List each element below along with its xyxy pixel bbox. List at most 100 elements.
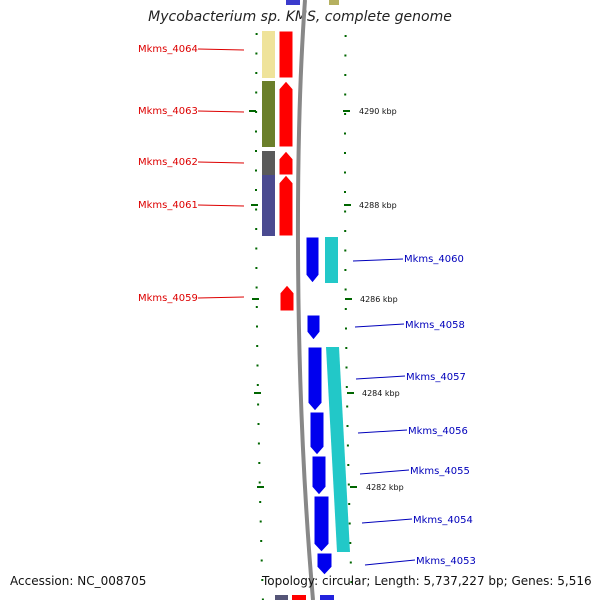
guide-dot — [349, 542, 352, 544]
forward-gene-label[interactable]: Mkms_4063 — [138, 106, 198, 117]
guide-dot — [344, 308, 347, 310]
reverse-gene-label[interactable]: Mkms_4060 — [404, 254, 464, 265]
reverse-gene-labels: Mkms_4060 Mkms_4058 Mkms_4057 Mkms_4056 Mkms… — [352, 254, 476, 567]
reverse-gene-arrow[interactable] — [307, 346, 323, 412]
ring-block-cyan-2 — [326, 347, 350, 552]
guide-dot — [255, 52, 258, 55]
forward-gene-arrow[interactable] — [278, 150, 294, 176]
reverse-label-leader — [361, 518, 413, 524]
guide-dot — [345, 366, 348, 369]
genome-backbone — [295, 0, 315, 600]
reverse-gene-label[interactable]: Mkms_4057 — [406, 372, 466, 383]
guide-dot — [257, 403, 260, 406]
reverse-gene-label[interactable]: Mkms_4056 — [408, 426, 468, 437]
reverse-gene-label[interactable]: Mkms_4055 — [410, 466, 470, 477]
guide-dot — [255, 130, 257, 133]
guide-dot — [256, 384, 259, 386]
guide-dot — [255, 306, 258, 308]
guide-dot — [258, 462, 261, 464]
guide-dot — [255, 189, 257, 191]
forward-strand-genes — [278, 30, 295, 312]
guide-dot — [344, 132, 346, 135]
forward-gene-arrow[interactable] — [278, 30, 294, 79]
reverse-gene-label[interactable]: Mkms_4054 — [413, 515, 473, 526]
reverse-label-leader — [352, 258, 404, 262]
guide-dot — [255, 72, 258, 74]
topology-text: Topology: circular; Length: 5,737,227 bp… — [262, 574, 592, 588]
guide-dot — [255, 111, 258, 113]
guide-dot — [344, 152, 346, 154]
forward-gene-arrow[interactable] — [278, 174, 294, 237]
guide-dot — [348, 503, 351, 505]
ring-block-yellow — [262, 31, 275, 78]
forward-gene-label[interactable]: Mkms_4059 — [138, 293, 198, 304]
guide-dot — [345, 327, 347, 330]
guide-dot — [344, 171, 346, 174]
scale-ticks: 4290 kbp 4288 kbp 4286 kbp 4284 kbp 4282 kbp — [249, 107, 404, 492]
guide-dot — [344, 288, 347, 291]
guide-dot — [344, 269, 347, 271]
tick-label: 4286 kbp — [360, 295, 398, 304]
guide-dot — [344, 93, 347, 96]
ring-block-cyan-1 — [325, 237, 338, 283]
guide-dot — [255, 247, 258, 250]
guide-dot — [344, 191, 346, 193]
guide-dot — [350, 581, 353, 583]
reverse-gene-label[interactable]: Mkms_4053 — [416, 556, 476, 567]
guide-dot — [347, 483, 350, 486]
guide-dot — [257, 442, 260, 445]
reverse-label-leader — [364, 559, 416, 566]
guide-dot — [259, 501, 262, 503]
guide-dot — [346, 405, 349, 408]
guide-dot — [257, 423, 260, 425]
forward-label-leader — [197, 48, 245, 51]
tick-label: 4282 kbp — [366, 483, 404, 492]
guide-dot — [344, 74, 347, 76]
guide-dot — [261, 598, 264, 600]
guide-dot — [258, 481, 261, 484]
guide-dot — [255, 208, 258, 211]
guide-dot — [260, 559, 263, 562]
guide-dot — [255, 286, 258, 289]
reverse-gene-arrow[interactable] — [306, 314, 321, 341]
guide-dot — [256, 345, 259, 347]
forward-gene-label[interactable]: Mkms_4062 — [138, 157, 198, 168]
top-clip-blue — [286, 0, 300, 5]
reverse-label-leader — [359, 469, 410, 475]
forward-gene-arrow[interactable] — [278, 80, 294, 148]
bottom-clip-red — [292, 595, 306, 600]
forward-gene-labels: Mkms_4064 Mkms_4063 Mkms_4062 Mkms_4061 Mkms… — [138, 44, 245, 304]
guide-dot — [344, 54, 347, 57]
reverse-gene-arrow[interactable] — [316, 552, 333, 576]
tick-label: 4290 kbp — [359, 107, 397, 116]
forward-label-leader — [197, 296, 245, 299]
forward-gene-label[interactable]: Mkms_4061 — [138, 200, 198, 211]
bottom-clip-blue — [320, 595, 334, 600]
reverse-gene-arrow[interactable] — [313, 495, 330, 553]
reverse-gene-arrow[interactable] — [311, 455, 327, 496]
guide-dot — [260, 540, 263, 542]
reverse-gene-arrow[interactable] — [305, 236, 320, 284]
forward-label-leader — [197, 161, 245, 164]
guide-dot — [346, 444, 349, 447]
ring-block-olive — [262, 81, 275, 147]
tick-label: 4288 kbp — [359, 201, 397, 210]
guide-dot — [344, 113, 347, 115]
reverse-gene-arrow[interactable] — [309, 411, 325, 456]
guide-dot — [255, 91, 258, 94]
forward-gene-arrow[interactable] — [279, 284, 295, 312]
left-dotted-guide — [255, 33, 264, 600]
guide-dot — [348, 522, 351, 525]
reverse-gene-label[interactable]: Mkms_4058 — [405, 320, 465, 331]
forward-gene-label[interactable]: Mkms_4064 — [138, 44, 198, 55]
reverse-label-leader — [357, 429, 408, 434]
right-dotted-guide — [344, 35, 353, 583]
guide-dot — [255, 150, 257, 152]
guide-dot — [347, 464, 350, 466]
guide-dot — [349, 561, 352, 564]
guide-dot — [256, 325, 258, 328]
guide-dot — [255, 169, 257, 172]
bottom-clip-slate — [275, 595, 288, 600]
guide-dot — [259, 520, 262, 523]
